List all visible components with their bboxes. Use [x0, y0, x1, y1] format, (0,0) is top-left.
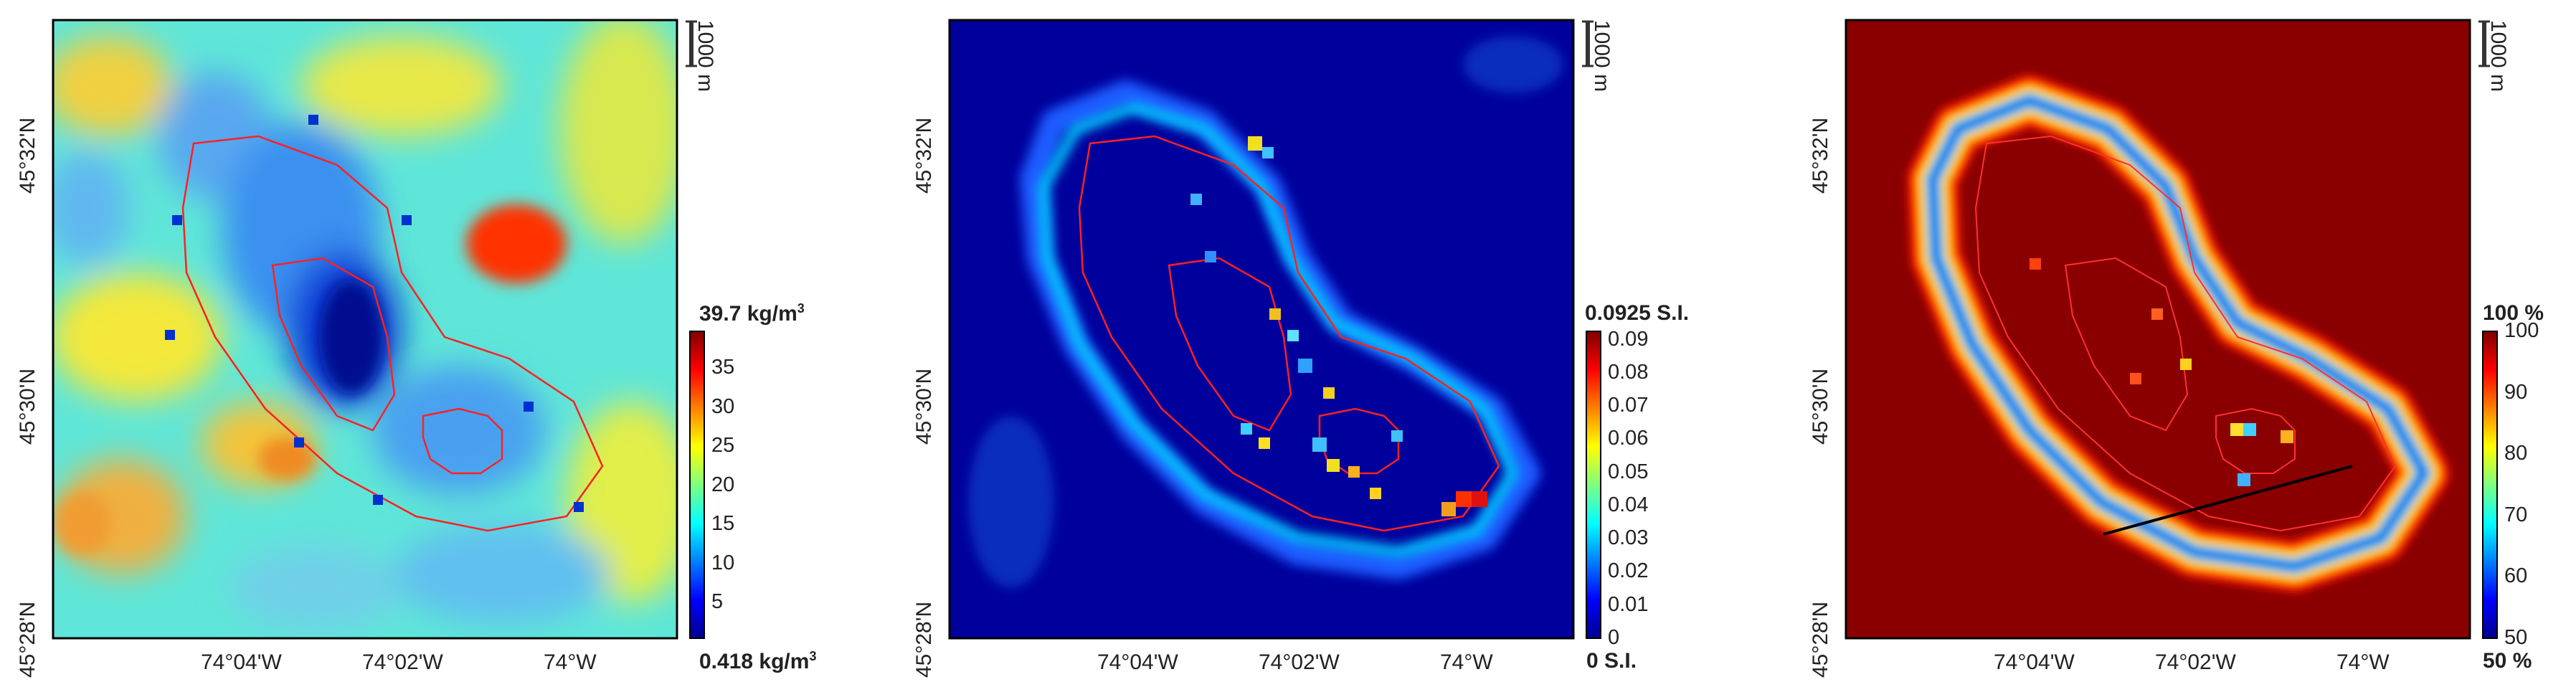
colorbar-max-label: 39.7 kg/m3 — [699, 301, 805, 326]
colorbar-tick-label: 0.07 — [1608, 394, 1649, 417]
density-panel: 45°32'N 45°30'N 45°28'N 74°04'W 74°02'W … — [0, 0, 853, 682]
profile-line — [2103, 465, 2353, 536]
lon-label: 74°04'W — [1097, 650, 1178, 674]
susceptibility-panel: 45°32'N 45°30'N 45°28'N 74°04'W 74°02'W … — [896, 0, 1750, 682]
colorbar-min-label: 50 % — [2483, 649, 2532, 673]
colorbar — [1586, 331, 1601, 639]
colorbar-tick-label: 0.08 — [1608, 360, 1649, 384]
colorbar-min-label: 0 S.I. — [1586, 649, 1637, 673]
lon-label: 74°W — [544, 650, 597, 674]
lat-label: 45°28'N — [912, 601, 936, 678]
density-field — [53, 20, 677, 638]
colorbar-tick-label: 0 — [1608, 626, 1620, 649]
lon-label: 74°W — [1440, 650, 1493, 674]
colorbar — [689, 331, 705, 639]
colorbar-tick-label: 30 — [711, 394, 735, 418]
lat-label: 45°32'N — [1809, 117, 1832, 194]
colorbar-tick-label: 0.09 — [1608, 327, 1649, 351]
colorbar-tick-label: 90 — [2504, 380, 2528, 404]
lat-label: 45°30'N — [912, 368, 936, 445]
colorbar-tick-label: 0.03 — [1608, 526, 1649, 550]
lon-label: 74°02'W — [2155, 650, 2236, 674]
colorbar-tick-label: 50 — [2504, 626, 2528, 649]
colorbar-tick-label: 0.01 — [1608, 592, 1649, 616]
colorbar-tick-label: 25 — [711, 434, 735, 458]
susceptibility-map — [948, 19, 1601, 640]
colorbar-tick-label: 10 — [711, 551, 735, 574]
colorbar-tick-label: 100 — [2504, 319, 2539, 342]
lon-label: 74°W — [2336, 650, 2390, 674]
susceptibility-field — [950, 20, 1573, 638]
scale-bar — [2478, 20, 2490, 67]
confidence-map — [1845, 19, 2498, 640]
lat-label: 45°32'N — [912, 117, 936, 194]
lon-label: 74°04'W — [1994, 650, 2075, 674]
scale-bar-label: 1000 m — [693, 20, 717, 93]
scale-bar-label: 1000 m — [2486, 20, 2510, 93]
lat-label: 45°30'N — [1809, 368, 1832, 445]
lat-label: 45°30'N — [16, 368, 39, 445]
colorbar-tick-label: 0.04 — [1608, 493, 1649, 516]
colorbar-tick-label: 0.02 — [1608, 559, 1649, 583]
scale-bar — [686, 20, 697, 67]
lon-label: 74°04'W — [201, 650, 282, 674]
colorbar-tick-label: 0.06 — [1608, 427, 1649, 450]
lat-label: 45°28'N — [16, 601, 39, 678]
colorbar-tick-label: 70 — [2504, 503, 2528, 526]
colorbar-tick-label: 20 — [711, 473, 735, 496]
confidence-field — [1846, 20, 2470, 638]
lon-label: 74°02'W — [362, 650, 443, 674]
colorbar-tick-label: 15 — [711, 512, 735, 536]
lat-label: 45°32'N — [16, 117, 39, 194]
confidence-panel: 45°32'N 45°30'N 45°28'N 74°04'W 74°02'W … — [1793, 0, 2576, 682]
scale-bar-label: 1000 m — [1590, 20, 1614, 93]
colorbar-tick-label: 0.05 — [1608, 460, 1649, 483]
colorbar — [2482, 331, 2498, 639]
density-map — [52, 19, 705, 640]
colorbar-tick-label: 5 — [711, 590, 724, 614]
lon-label: 74°02'W — [1259, 650, 1340, 674]
colorbar-min-label: 0.418 kg/m3 — [699, 649, 817, 673]
lat-label: 45°28'N — [1809, 601, 1832, 678]
colorbar-tick-label: 60 — [2504, 564, 2528, 588]
colorbar-tick-label: 35 — [711, 356, 735, 379]
colorbar-max-label: 100 % — [2483, 301, 2544, 325]
colorbar-max-label: 0.0925 S.I. — [1585, 301, 1690, 325]
colorbar-tick-label: 80 — [2504, 442, 2528, 465]
scale-bar — [1582, 20, 1594, 67]
